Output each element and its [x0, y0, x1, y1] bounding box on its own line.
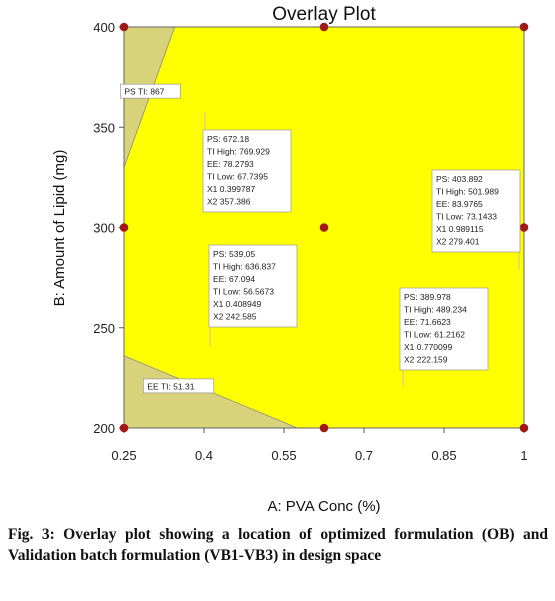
flag-line: X1 0.408949 — [213, 299, 261, 309]
flag-line: X1 0.770099 — [404, 342, 452, 352]
flag-line: X2 222.159 — [404, 355, 448, 365]
y-tick-label: 400 — [93, 20, 115, 35]
flag-line: X2 279.401 — [436, 237, 480, 247]
x-tick-label: 1 — [520, 448, 527, 463]
constraint-label-text: EE TI: 51.31 — [147, 381, 194, 391]
chart-title: Overlay Plot — [272, 4, 376, 25]
y-axis-label: B: Amount of Lipid (mg) — [51, 150, 68, 307]
flag-annotation-2: PS: 539.05 TI High: 636.837 EE: 67.094 TI L… — [208, 244, 298, 346]
flag-annotation-1: PS: 672.18 TI High: 769.929 EE: 78.2793 TI … — [202, 112, 292, 213]
overlay-plot: Overlay Plot 200 250 300 350 400 0.25 0.4 0.55 0.… — [51, 4, 529, 515]
x-tick-label: 0.7 — [355, 448, 373, 463]
flag-box — [399, 287, 489, 371]
constraint-label-box — [142, 378, 215, 394]
x-tick-label: 0.25 — [111, 448, 136, 463]
design-point — [319, 223, 329, 232]
flag-line: X2 242.585 — [213, 312, 257, 322]
y-tick-label: 350 — [93, 120, 115, 135]
flag-line: TI High: 489.234 — [404, 305, 467, 315]
flag-line: TI Low: 56.5673 — [213, 287, 274, 297]
design-point — [319, 423, 329, 433]
design-point — [319, 22, 329, 32]
constraint-label-2: EE TI: 51.31 — [142, 378, 215, 394]
figure-caption: Fig. 3: Overlay plot showing a location … — [8, 526, 548, 564]
flag-line: TI Low: 61.2162 — [404, 330, 465, 340]
flag-box — [431, 169, 521, 253]
x-tick-label: 0.85 — [431, 448, 456, 463]
design-point — [119, 423, 129, 433]
flag-line: EE: 71.6623 — [404, 317, 451, 327]
design-point — [119, 223, 129, 232]
flag-line: EE: 83.9765 — [436, 199, 483, 209]
flag-line: EE: 67.094 — [213, 274, 255, 284]
flag-line: PS: 539.05 — [213, 249, 255, 259]
design-point — [519, 423, 529, 433]
flag-line: PS: 672.18 — [207, 134, 249, 144]
y-tick-label: 200 — [93, 421, 115, 436]
flag-line: TI High: 501.989 — [436, 187, 499, 197]
design-point — [519, 22, 529, 32]
flag-box — [202, 129, 292, 213]
flag-box — [208, 244, 298, 328]
flag-line: TI Low: 67.7395 — [207, 172, 268, 182]
flag-line: PS: 389.978 — [404, 292, 451, 302]
design-point — [119, 22, 129, 32]
flag-line: X1 0.989115 — [436, 224, 484, 234]
flag-line: TI High: 636.837 — [213, 262, 276, 272]
design-point — [519, 223, 529, 232]
constraint-label-1: PS TI: 867 — [120, 83, 181, 99]
constraint-label-box — [120, 83, 181, 99]
y-tick-label: 250 — [93, 321, 115, 336]
x-tick-label: 0.55 — [271, 448, 296, 463]
flag-annotation-4: PS: 389.978 TI High: 489.234 EE: 71.6623 TI… — [399, 287, 489, 386]
flag-annotation-3: PS: 403.892 TI High: 501.989 EE: 83.9765 TI… — [431, 169, 521, 270]
x-axis-label: A: PVA Conc (%) — [267, 498, 380, 515]
flag-line: X1 0.399787 — [207, 184, 255, 194]
flag-line: EE: 78.2793 — [207, 159, 254, 169]
flag-line: TI Low: 73.1433 — [436, 212, 497, 222]
x-tick-label: 0.4 — [195, 448, 213, 463]
y-tick-label: 300 — [93, 221, 115, 236]
constraint-label-text: PS TI: 867 — [124, 87, 164, 97]
flag-line: X2 357.386 — [207, 197, 251, 207]
flag-line: TI High: 769.929 — [207, 147, 270, 157]
flag-line: PS: 403.892 — [436, 174, 483, 184]
